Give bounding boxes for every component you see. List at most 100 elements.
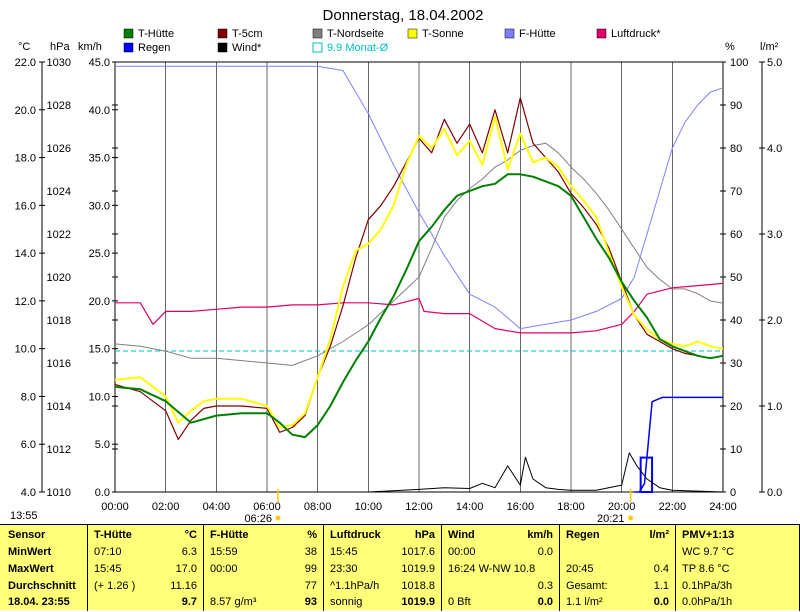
temp-north-line [114,142,724,366]
legend-entry: F-Hütte [519,28,556,40]
tick-label-temperature: 10.0 [15,344,36,356]
sun-markers: 06:26 20:21 [244,489,634,524]
tick-label-temperature: 22.0 [15,57,36,69]
temp-hut-line [114,173,724,439]
section-header: PMV+1:13 [676,529,799,545]
stats-time: TP 8.6 °C [682,563,730,575]
axis-label-temperature: °C [18,41,30,53]
legend-entry: 9.9 Monat-Ø [327,42,389,54]
section-unit: hPa [414,529,435,541]
section-title: Regen [566,529,600,541]
tick-label-pressure: 1012 [47,444,71,456]
stats-time: Gesamt: [566,580,608,592]
stats-value: 99 [304,563,317,575]
stats-time: 1.1 l/m² [566,596,603,608]
stats-value: 93 [304,596,317,608]
stats-row: 0.1hPa/3h [676,580,799,596]
tick-label-humidity: 40 [730,315,742,327]
legend: T-Hütte T-5cm T-Nordseite T-Sonne F-Hütte Luf… [123,28,661,54]
stats-section: Regen l/m² 20:45 0.4 Gesamt: 1.1 1.1 l/m² 0.0 [560,525,676,611]
stats-row: 15:59 38 [204,546,323,562]
tick-label-humidity: 70 [730,186,742,198]
legend-swatch [312,28,323,39]
stats-row: 0.0hPa/1h [676,596,799,612]
sunset-label: 20:21 [597,513,625,524]
row-label: Durchschnitt [0,580,87,596]
stats-value: 77 [304,580,317,592]
tick-label-rain: 3.0 [767,229,782,241]
sun-marker-dot [275,515,281,521]
tick-label-wind: 15.0 [89,344,110,356]
stats-time: 23:30 [330,563,358,575]
stats-time: 00:00 [448,546,476,558]
stats-value: 1017.6 [401,546,435,558]
sun-marker-dot [628,515,634,521]
section-header: Luftdruck hPa [324,529,441,545]
row-label: MaxWert [0,563,87,579]
stats-section: Luftdruck hPa 15:45 1017.6 23:30 1019.9 ^1.1hP… [324,525,442,611]
section-header: Wind km/h [442,529,559,545]
stats-value: 1.1 [653,580,669,592]
stats-time: (+ 1.26 ) [94,580,136,592]
wind-line [115,452,724,493]
stats-value: 11.16 [170,580,197,592]
legend-swatch [217,28,228,39]
sunrise-label: 06:26 [244,513,272,524]
legend-entry: T-Sonne [422,28,464,40]
row-labels-column: Sensor MinWert MaxWert Durchschnitt 18.04. 2… [0,525,88,611]
row-label: Sensor [0,529,87,545]
stats-row: 77 [204,580,323,596]
tick-label-humidity: 100 [730,57,748,69]
tick-label-humidity: 50 [730,272,742,284]
tick-label-time: 06:00 [253,501,281,513]
tick-label-temperature: 16.0 [15,200,36,212]
tick-label-humidity: 90 [730,100,742,112]
time-label: 13:55 [10,510,38,522]
rain-line [634,396,723,493]
legend-swatch [123,28,134,39]
stats-value: 1019.9 [401,563,435,575]
stats-value: 6.3 [181,546,197,558]
stats-value: 38 [304,546,317,558]
stats-row: 23:30 1019.9 [324,563,441,579]
tick-label-wind: 5.0 [95,439,110,451]
tick-label-temperature: 4.0 [21,487,36,499]
stats-panel: Sensor MinWert MaxWert Durchschnitt 18.04. 2… [0,524,800,611]
stats-time: 15:45 [330,546,358,558]
axis-label-rain: l/m² [760,41,779,53]
section-title: PMV+1:13 [682,529,735,541]
stats-row: Gesamt: 1.1 [560,580,675,596]
tick-label-time: 02:00 [152,501,180,513]
tick-label-temperature: 18.0 [15,153,36,165]
stats-value: 17.0 [175,563,197,575]
tick-label-wind: 30.0 [89,200,110,212]
tick-label-time: 00:00 [101,501,129,513]
tick-label-pressure: 1030 [47,57,71,69]
stats-time: 07:10 [94,546,122,558]
tick-label-pressure: 1010 [47,487,71,499]
legend-entry: T-Nordseite [327,28,384,40]
legend-swatch [312,42,323,53]
tick-label-wind: 45.0 [89,57,110,69]
axis-label-pressure: hPa [50,41,70,53]
chart-title: Donnerstag, 18.04.2002 [323,7,484,24]
tick-label-rain: 1.0 [767,401,782,413]
section-title: Wind [448,529,475,541]
stats-time: sonnig [330,596,363,608]
temp-sun-line [114,115,724,429]
axis-ticks: 22.020.018.016.014.012.010.08.06.04.0103… [15,57,783,513]
stats-section: F-Hütte% 15:59 38 00:00 99 77 8.57 g/m³ 93 [204,525,324,611]
stats-value: 0.0 [653,596,669,608]
tick-label-rain: 0.0 [767,487,782,499]
stats-row: 1.1 l/m² 0.0 [560,596,675,612]
row-label: 18.04. 23:55 [0,596,87,612]
stats-row: 15:45 17.0 [88,563,203,579]
row-label-text: MinWert [8,546,52,558]
stats-section: PMV+1:13 WC 9.7 °C TP 8.6 °C 0.1hPa/3h 0.0hP… [676,525,800,611]
tick-label-time: 08:00 [304,501,332,513]
tick-label-time: 24:00 [709,501,737,513]
tick-label-pressure: 1022 [47,229,71,241]
stats-row: 16:24 W-NW 10.8 [442,563,559,579]
legend-swatch [123,42,134,53]
stats-value: 0.0 [537,546,553,558]
